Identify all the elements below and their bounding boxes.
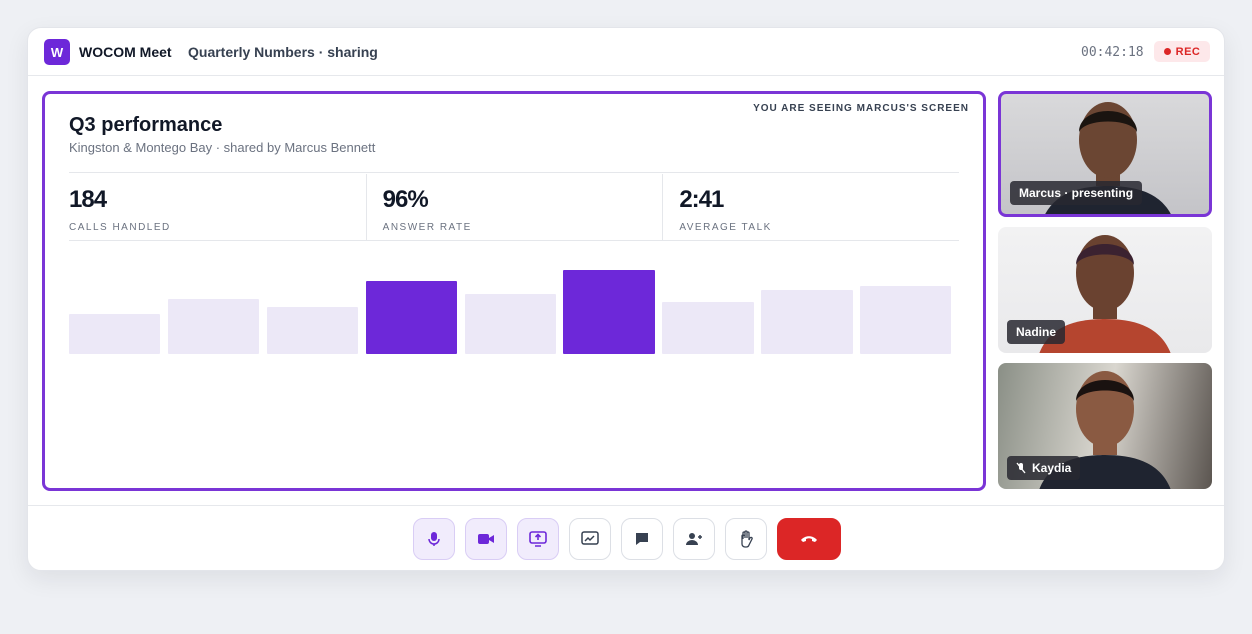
share-title: Q3 performance: [69, 114, 223, 136]
share-subtitle: Kingston & Montego Bay · shared by Marcu…: [69, 140, 376, 155]
participant-name: Nadine: [1016, 325, 1057, 339]
stat: 184 CALLS HANDLED: [69, 174, 366, 241]
rec-badge: REC: [1154, 41, 1210, 62]
share-notice: YOU ARE SEEING MARCUS'S SCREEN: [753, 103, 969, 114]
participant-tile: Marcus · presenting: [998, 91, 1212, 217]
stat: 96% ANSWER RATE: [365, 174, 663, 241]
bar: [761, 290, 853, 354]
stat-label: AVERAGE TALK: [679, 222, 772, 233]
share-button[interactable]: [517, 518, 559, 560]
rec-label: REC: [1175, 45, 1201, 58]
toolbar: [28, 505, 1224, 570]
stat-value: 184: [69, 186, 107, 213]
header: W WOCOM Meet Quarterly Numbers · sharing…: [28, 28, 1224, 76]
bar-chart: [69, 244, 959, 354]
mic-button[interactable]: [413, 518, 455, 560]
bar: [860, 286, 952, 354]
stat-value: 96%: [382, 186, 429, 213]
leave-button[interactable]: [777, 518, 841, 560]
participant-video: [1039, 235, 1171, 353]
stat-label: ANSWER RATE: [382, 222, 472, 233]
rec-dot: [1163, 48, 1171, 55]
participant-tile: Kaydia: [998, 363, 1212, 489]
stat-label: CALLS HANDLED: [69, 222, 171, 233]
participant-name-tag: Nadine: [1007, 320, 1066, 344]
stats-row: [69, 172, 959, 241]
shared-screen: YOU ARE SEEING MARCUS'S SCREEN Q3 perfor…: [42, 91, 986, 491]
meeting-title: Quarterly Numbers · sharing: [188, 44, 378, 60]
people-button[interactable]: [673, 518, 715, 560]
bar: [464, 294, 556, 354]
participant-name: Kaydia: [1032, 461, 1072, 475]
participant-name: Marcus · presenting: [1019, 186, 1134, 200]
chat-button[interactable]: [621, 518, 663, 560]
bar: [365, 281, 458, 354]
stat: 2:41 AVERAGE TALK: [662, 174, 959, 241]
bar: [167, 299, 260, 354]
stat-value: 2:41: [679, 186, 724, 213]
timer: 00:42:18: [1081, 45, 1144, 60]
bar: [662, 302, 754, 354]
whiteboard-button[interactable]: [569, 518, 611, 560]
camera-button[interactable]: [465, 518, 507, 560]
bar: [69, 314, 161, 354]
participant-name-tag: Kaydia: [1007, 456, 1081, 480]
participant-name-tag: Marcus · presenting: [1010, 181, 1143, 205]
meeting-window: W WOCOM Meet Quarterly Numbers · sharing…: [27, 27, 1225, 571]
bar: [563, 270, 655, 354]
participant-tile: Nadine: [998, 227, 1212, 353]
app-name: WOCOM Meet: [79, 44, 172, 60]
bar: [266, 307, 359, 354]
raise-hand-button[interactable]: [725, 518, 767, 560]
logo: W: [44, 39, 70, 65]
muted-icon: [1016, 462, 1026, 474]
